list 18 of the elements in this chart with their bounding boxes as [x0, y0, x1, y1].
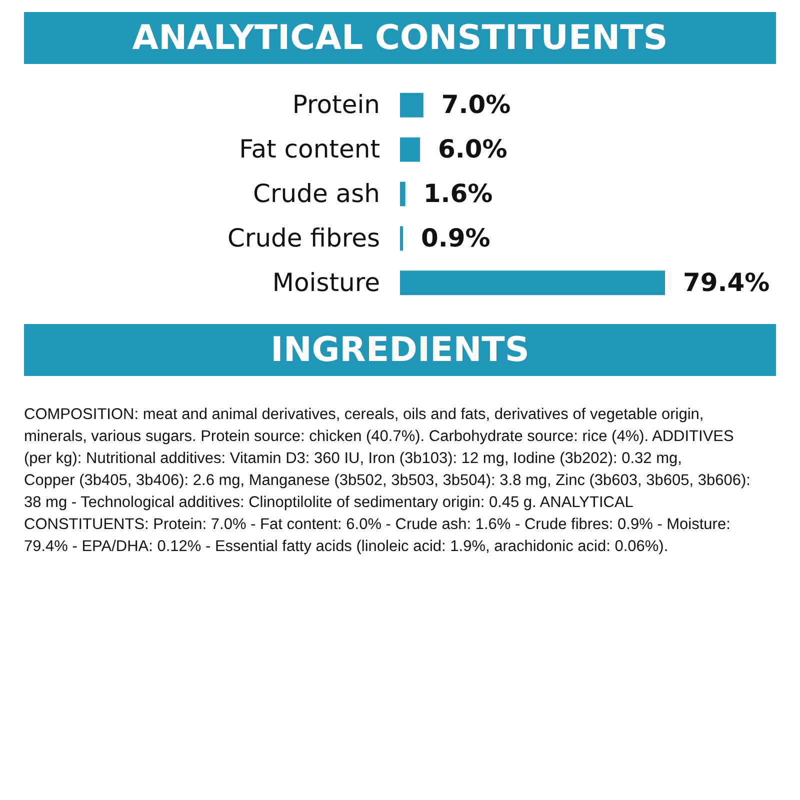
data-label: 79.4%	[683, 268, 770, 297]
text: INGREDIENTS	[270, 330, 530, 370]
bar	[400, 270, 665, 296]
bar	[400, 226, 404, 251]
bar	[400, 137, 420, 162]
y-tick-label: Moisture	[272, 268, 380, 297]
y-tick-label: Fat content	[239, 134, 380, 164]
data-label: 7.0%	[441, 90, 511, 120]
y-tick-label: Crude fibres	[227, 223, 380, 252]
data-label: 1.6%	[423, 179, 493, 208]
text: COMPOSITION: meat and animal derivatives, cereals, oils and fats, derivatives of vegetable origin, minerals, various sugars. Protein source: chicken (40.7%). Carbohydrate source: rice (4%). ADDITIVES (per kg): Nutritional additives: Vitamin D3: 360 IU, Iron (3b103): 12 mg, Iodine (3b202): 0.32 mg, Copper (3b405, 3b406): 2.6 mg, Manganese (3b502, 3b503, 3b504): 3.8 mg, Zinc (3b603, 3b605, 3b606): 38 mg - Technological additives: Clinoptilolite of sedimentary origin: 0.45 g. ANALYTICAL CONSTITUENTS: Protein: 7.0% - Fat content: 6.0% - Crude ash: 1.6% - Crude fibres: 0.9% - Moisture: 79.4% - EPA/DHA: 0.12% - Essential fatty acids (linoleic acid: 1.9%, arachidonic acid: 0.06%).	[24, 406, 750, 555]
data-label: 0.9%	[421, 223, 490, 252]
y-tick-label: Crude ash	[253, 179, 380, 208]
chart-title: ANALYTICAL CONSTITUENTS	[132, 18, 668, 58]
bar	[400, 92, 424, 118]
bar	[400, 182, 406, 206]
y-tick-label: Protein	[292, 90, 380, 120]
data-label: 6.0%	[438, 134, 508, 164]
